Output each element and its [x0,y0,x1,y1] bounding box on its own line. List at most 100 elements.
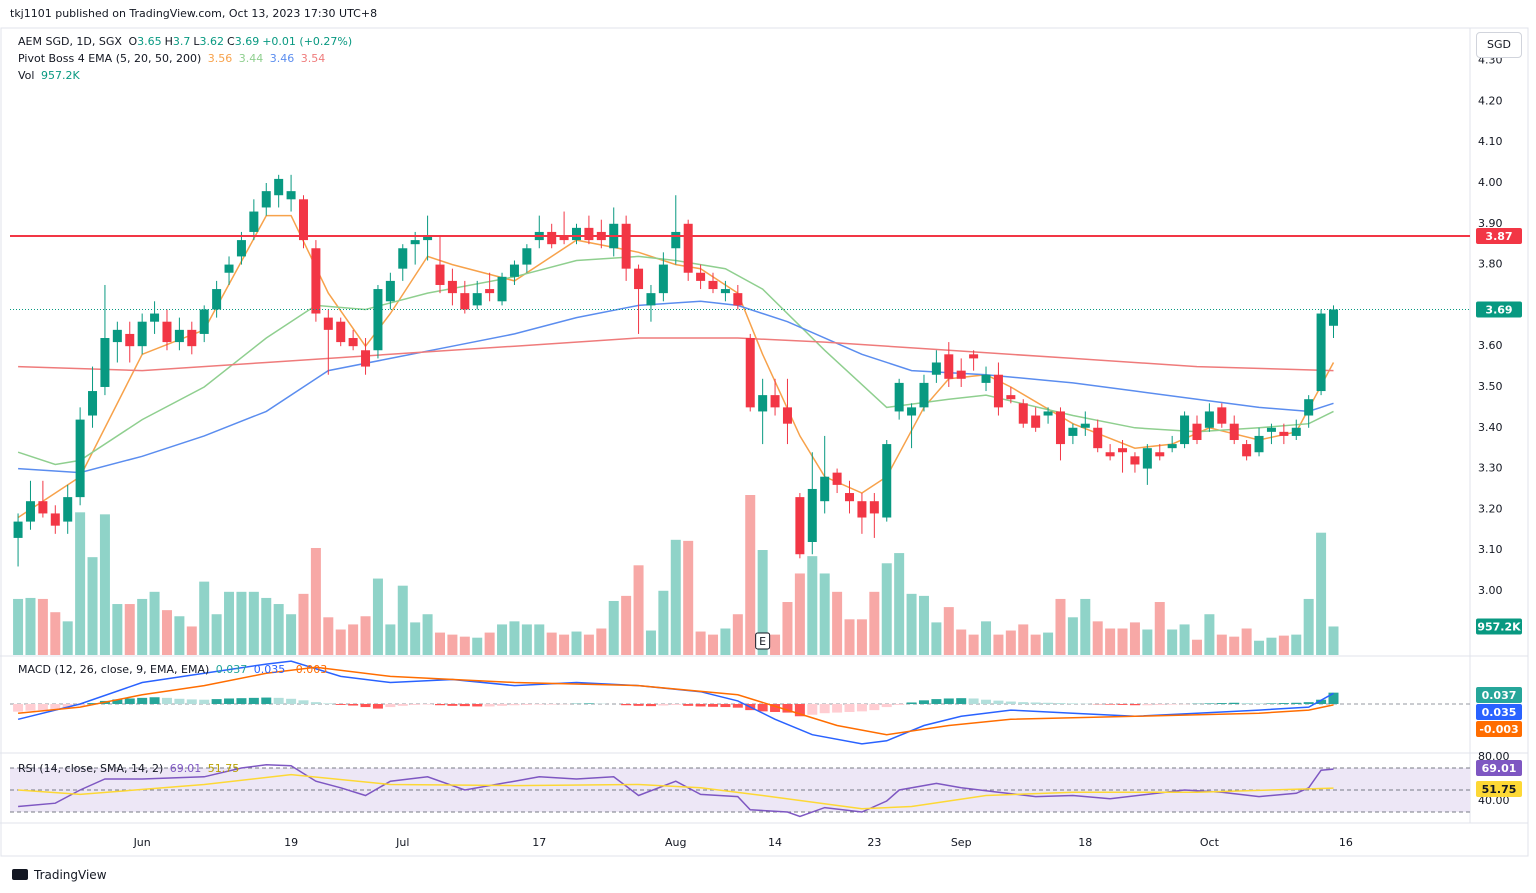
volume-bar [298,593,309,655]
macd-histogram-bar [62,704,73,708]
volume-bar [273,604,284,655]
volume-bar [124,604,135,655]
macd-histogram-bar [881,704,892,708]
macd-histogram-bar [894,704,905,705]
macd-histogram-bar [708,704,719,707]
macd-histogram-bar [1167,704,1178,705]
macd-histogram-bar [248,697,259,704]
macd-histogram-bar [1254,703,1265,704]
volume-bar [1216,634,1227,655]
macd-histogram-bar [645,704,656,707]
candle-body [956,370,966,379]
y-tick-label: 3.50 [1478,380,1503,393]
candle-body [497,276,507,302]
volume-bar [559,634,570,655]
volume-bar [546,632,557,655]
volume-value: 957.2K [40,69,80,82]
candle-body [1006,395,1016,400]
macd-histogram-bar [434,704,445,706]
volume-bar [447,634,458,655]
macd-histogram-bar [720,704,731,708]
candle-body [1229,423,1239,441]
macd-histogram-bar [397,704,408,706]
macd-histogram-bar [931,699,942,704]
macd-histogram-bar [1055,703,1066,704]
macd-histogram-bar [869,704,880,711]
candle-body [1080,423,1090,428]
macd-histogram-bar [844,704,855,712]
candle-body [1316,313,1326,392]
candle-body [38,501,48,514]
candle-body [100,338,110,387]
candle-body [435,264,445,285]
candle-body [770,395,780,408]
macd-histogram-bar [1018,702,1029,704]
candle-body [1031,415,1041,428]
c-label: C [227,35,235,48]
candle-body [472,293,482,306]
candle-body [162,321,172,343]
volume-bar [782,602,793,655]
macd-histogram-bar [348,704,359,706]
ema-value: 3.56 [207,52,233,65]
macd-histogram-bar [1229,702,1240,704]
rsi-label: 69.01 [1482,762,1517,775]
macd-histogram-bar [943,698,954,704]
macd-histogram-bar [521,704,532,705]
event-label: E [759,635,766,648]
volume-bar [434,632,445,655]
volume-bar [25,597,36,655]
macd-histogram-bar [906,702,917,704]
volume-bar [13,598,24,655]
x-tick-label: 14 [768,836,782,849]
candle-body [1266,427,1276,432]
candle-body [1180,415,1190,445]
candle-body [1130,456,1140,465]
currency-button[interactable]: SGD [1476,32,1522,58]
macd-label: 0.035 [1482,706,1517,719]
hline-label-box [1476,228,1522,245]
volume-bar [87,557,98,655]
macd-histogram-bar [385,704,396,708]
candle-body [683,223,693,273]
candle-body [1142,448,1152,469]
volume-bar [224,591,235,655]
volume-bar [981,621,992,655]
rsi-title: RSI (14, close, SMA, 14, 2) [18,762,164,775]
rsi-line [18,763,1334,818]
last-price-label: 3.69 [1485,303,1512,316]
macd-histogram-bar [1030,702,1041,704]
candle-body [50,513,60,526]
published-note: tkj1101 published on TradingView.com, Oc… [10,7,378,20]
macd-histogram-bar [447,704,458,706]
volume-bar [906,593,917,655]
volume-bar [1328,626,1339,655]
x-tick-label: 18 [1078,836,1092,849]
volume-bar [186,626,197,655]
volume-bar [286,614,297,655]
x-tick-label: Oct [1200,836,1220,849]
candle-body [720,289,730,294]
macd-histogram-bar [112,699,123,704]
y-tick-label: 3.60 [1478,339,1503,352]
c-value: 3.69 [234,35,260,48]
macd-histogram-bar [807,704,818,715]
macd-legend: MACD (12, 26, close, 9, EMA, EMA) 0.037 … [18,663,330,676]
macd-histogram-bar [633,704,644,706]
candle-body [1155,452,1165,457]
volume-bar [621,595,632,655]
volume-bar [1291,634,1302,655]
macd-histogram-bar [1266,703,1277,704]
candle-body [832,472,842,485]
macd-line [18,666,1334,736]
macd-histogram-bar [981,699,992,704]
rsi-sma-label: 51.75 [1482,783,1517,796]
macd-histogram-bar [918,700,929,704]
macd-histogram-bar [161,697,172,704]
rsi-tick-label: 80.00 [1478,750,1510,763]
ema-line [17,255,1334,466]
candle-body [236,240,246,257]
candle-body [336,321,346,343]
candle-body [63,497,73,522]
